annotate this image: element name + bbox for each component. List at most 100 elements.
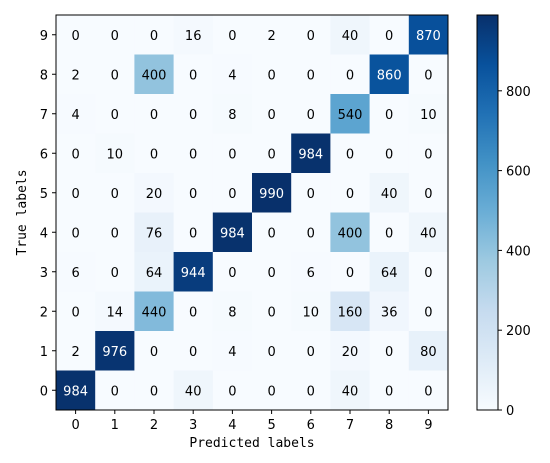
cell-value: 0: [346, 68, 354, 83]
x-tick-label: 1: [111, 418, 119, 433]
heatmap-cell: [330, 15, 371, 55]
heatmap-cell: [95, 252, 135, 292]
heatmap-cell: [212, 212, 253, 253]
heatmap-cell: [56, 15, 96, 55]
heatmap-cell: [330, 94, 371, 134]
heatmap-cell: [134, 173, 175, 213]
cell-value: 0: [150, 345, 158, 360]
y-tick-label: 1: [40, 345, 48, 360]
heatmap-cell: [212, 252, 253, 292]
heatmap-cell: [95, 212, 135, 253]
heatmap-cell: [408, 370, 449, 411]
heatmap-cell: [252, 173, 292, 213]
cell-value: 0: [189, 187, 197, 202]
heatmap-cell: [134, 94, 175, 134]
cell-value: 976: [102, 345, 127, 360]
heatmap-cell: [369, 370, 410, 411]
cell-value: 944: [181, 266, 206, 281]
heatmap-cell: [291, 15, 331, 55]
heatmap-cell: [95, 173, 135, 213]
x-tick-label: 0: [71, 418, 79, 433]
heatmap-cell: [291, 370, 331, 411]
heatmap-cell: [212, 54, 253, 95]
cell-value: 0: [385, 226, 393, 241]
heatmap-cell: [56, 331, 96, 371]
cell-value: 400: [142, 68, 167, 83]
cell-value: 0: [307, 108, 315, 123]
plot-frame: [55, 14, 449, 411]
cell-value: 0: [228, 29, 236, 44]
x-tick-label: 2: [150, 418, 158, 433]
heatmap-cell: [252, 15, 292, 55]
heatmap-cell: [56, 252, 96, 292]
cell-value: 0: [71, 29, 79, 44]
heatmap-cell: [173, 212, 214, 253]
heatmap-cell: [134, 15, 175, 55]
heatmap-cell: [330, 331, 371, 371]
y-tick-label: 3: [40, 266, 48, 281]
cell-value: 984: [298, 147, 323, 162]
colorbar-tick-label: 0: [506, 404, 514, 419]
heatmap-cell: [134, 331, 175, 371]
cell-value: 0: [385, 147, 393, 162]
cell-value: 16: [185, 29, 202, 44]
heatmap-cell: [56, 54, 96, 95]
heatmap-cell: [173, 331, 214, 371]
heatmap-cell: [95, 15, 135, 55]
heatmap-cell: [56, 173, 96, 213]
cell-value: 0: [267, 147, 275, 162]
cell-value: 4: [71, 108, 79, 123]
heatmap-cell: [95, 331, 135, 371]
cell-value: 0: [267, 305, 275, 320]
cell-value: 0: [150, 384, 158, 399]
cell-value: 0: [150, 147, 158, 162]
cell-value: 64: [381, 266, 398, 281]
heatmap-cell: [252, 212, 292, 253]
heatmap-cell: [95, 370, 135, 411]
cell-value: 4: [228, 345, 236, 360]
heatmap-cell: [408, 54, 449, 95]
cell-value: 400: [338, 226, 363, 241]
heatmap-cell: [173, 54, 214, 95]
heatmap-cell: [369, 94, 410, 134]
cell-value: 0: [111, 68, 119, 83]
y-tick-label: 7: [40, 108, 48, 123]
heatmap-cell: [95, 291, 135, 332]
y-axis-ticks: 9 8 7 6 5 4 3 2 1 0: [40, 29, 56, 399]
heatmap-cell: [408, 173, 449, 213]
cell-value: 0: [307, 29, 315, 44]
y-tick-label: 0: [40, 384, 48, 399]
heatmap-cell: [291, 291, 331, 332]
heatmap-cell: [134, 54, 175, 95]
heatmap-cell: [369, 212, 410, 253]
colorbar-ticks: 0 200 400 600 800: [498, 85, 531, 419]
heatmap-cell: [56, 133, 96, 174]
heatmap-cell: [212, 291, 253, 332]
cell-value: 80: [420, 345, 437, 360]
heatmap-cell: [134, 252, 175, 292]
heatmap-cell: [212, 370, 253, 411]
heatmap-cell: [173, 291, 214, 332]
heatmap-cell: [369, 15, 410, 55]
cell-value: 990: [259, 187, 284, 202]
colorbar-tick-label: 400: [506, 244, 531, 259]
heatmap-cell: [56, 291, 96, 332]
cell-value: 0: [385, 384, 393, 399]
heatmap-cell: [408, 15, 449, 55]
cell-value: 0: [385, 29, 393, 44]
y-axis-label: True labels: [15, 169, 30, 255]
cell-value: 0: [111, 29, 119, 44]
colorbar: [476, 14, 499, 411]
cell-value: 76: [146, 226, 163, 241]
x-axis-label: Predicted labels: [189, 436, 314, 451]
y-tick-label: 6: [40, 147, 48, 162]
heatmap-cell: [291, 331, 331, 371]
cell-value: 40: [185, 384, 202, 399]
cell-value: 0: [150, 29, 158, 44]
cell-value: 0: [267, 226, 275, 241]
cell-value: 0: [424, 384, 432, 399]
cell-value: 0: [307, 187, 315, 202]
cell-value: 870: [416, 29, 441, 44]
cell-value: 0: [111, 384, 119, 399]
